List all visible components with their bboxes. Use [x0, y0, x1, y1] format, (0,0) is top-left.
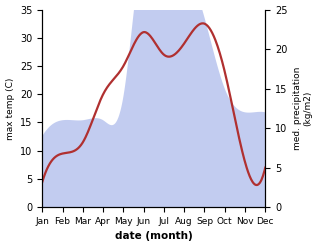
X-axis label: date (month): date (month): [115, 231, 193, 242]
Y-axis label: med. precipitation
(kg/m2): med. precipitation (kg/m2): [293, 67, 313, 150]
Y-axis label: max temp (C): max temp (C): [5, 77, 15, 140]
